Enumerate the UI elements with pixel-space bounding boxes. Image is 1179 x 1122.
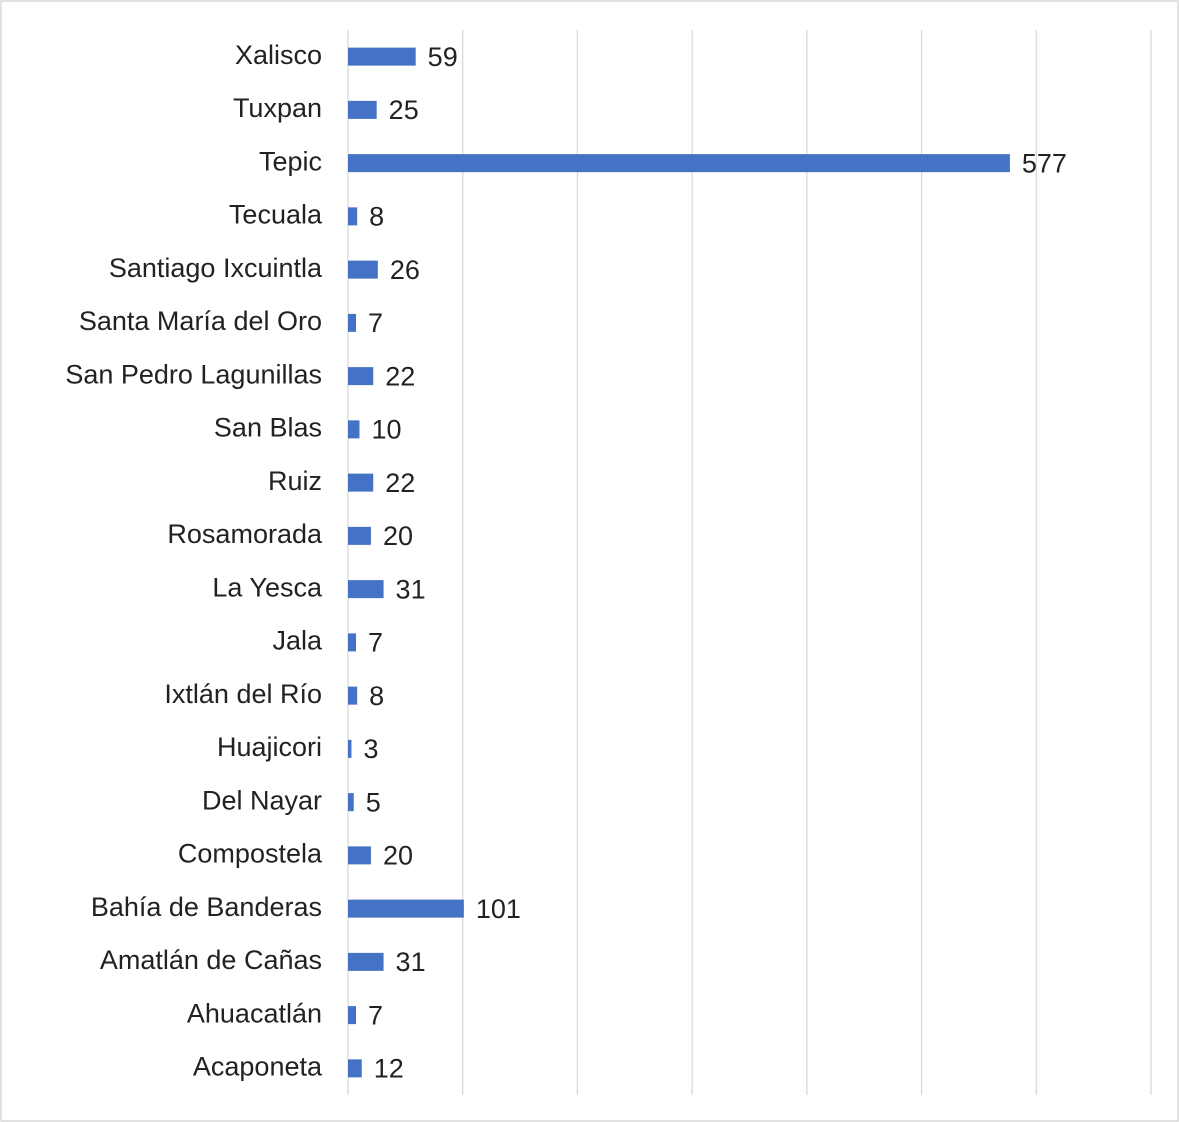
- y-tick-label: Compostela: [178, 839, 323, 869]
- data-label: 26: [390, 255, 420, 285]
- y-tick-label: Tecuala: [229, 200, 323, 230]
- y-tick-label: Bahía de Banderas: [91, 892, 322, 922]
- y-tick-label: La Yesca: [212, 572, 323, 602]
- bar: [348, 100, 377, 119]
- y-tick-label: Ixtlán del Río: [164, 679, 322, 709]
- data-label: 8: [369, 202, 384, 232]
- data-label: 25: [389, 95, 419, 125]
- bar: [348, 473, 374, 492]
- bar: [348, 207, 358, 226]
- y-tick-label: Santa María del Oro: [79, 306, 322, 336]
- bar: [348, 899, 464, 918]
- data-label: 7: [368, 308, 383, 338]
- y-tick-label: San Pedro Lagunillas: [65, 359, 322, 389]
- data-label: 8: [369, 681, 384, 711]
- bar: [348, 1006, 357, 1025]
- data-label: 7: [368, 1000, 383, 1030]
- bar: [348, 1059, 362, 1078]
- bar: [348, 952, 384, 971]
- y-tick-label: Del Nayar: [202, 785, 322, 815]
- data-label: 20: [383, 521, 413, 551]
- bar: [348, 846, 371, 865]
- y-tick-label: Jala: [272, 626, 323, 656]
- bar: [348, 313, 357, 332]
- data-label: 31: [396, 947, 426, 977]
- bar: [348, 420, 360, 439]
- data-label: 20: [383, 841, 413, 871]
- y-tick-label: Huajicori: [217, 732, 322, 762]
- y-tick-label: Acaponeta: [193, 1052, 323, 1082]
- y-tick-label: Ahuacatlán: [187, 998, 322, 1028]
- data-label: 22: [385, 468, 415, 498]
- y-tick-label: San Blas: [214, 413, 322, 443]
- bar: [348, 367, 374, 386]
- data-label: 101: [476, 894, 521, 924]
- data-label: 577: [1022, 148, 1067, 178]
- y-tick-label: Tepic: [259, 146, 322, 176]
- data-label: 31: [396, 574, 426, 604]
- bar: [348, 739, 352, 758]
- data-label: 5: [366, 787, 381, 817]
- bar: [348, 580, 384, 599]
- y-tick-label: Rosamorada: [167, 519, 323, 549]
- y-tick-label: Santiago Ixcuintla: [109, 253, 323, 283]
- y-tick-label: Amatlán de Cañas: [100, 945, 322, 975]
- bar: [348, 633, 357, 652]
- bar: [348, 154, 1010, 173]
- y-tick-label: Xalisco: [235, 40, 322, 70]
- bar: [348, 793, 354, 812]
- y-tick-label: Tuxpan: [233, 93, 322, 123]
- bar: [348, 686, 358, 705]
- y-tick-label: Ruiz: [268, 466, 322, 496]
- bar: [348, 47, 416, 66]
- data-label: 3: [363, 734, 378, 764]
- data-label: 10: [371, 415, 401, 445]
- data-label: 7: [368, 628, 383, 658]
- data-label: 59: [428, 42, 458, 72]
- bar: [348, 526, 371, 545]
- bar: [348, 260, 378, 279]
- data-label: 22: [385, 361, 415, 391]
- data-label: 12: [374, 1054, 404, 1084]
